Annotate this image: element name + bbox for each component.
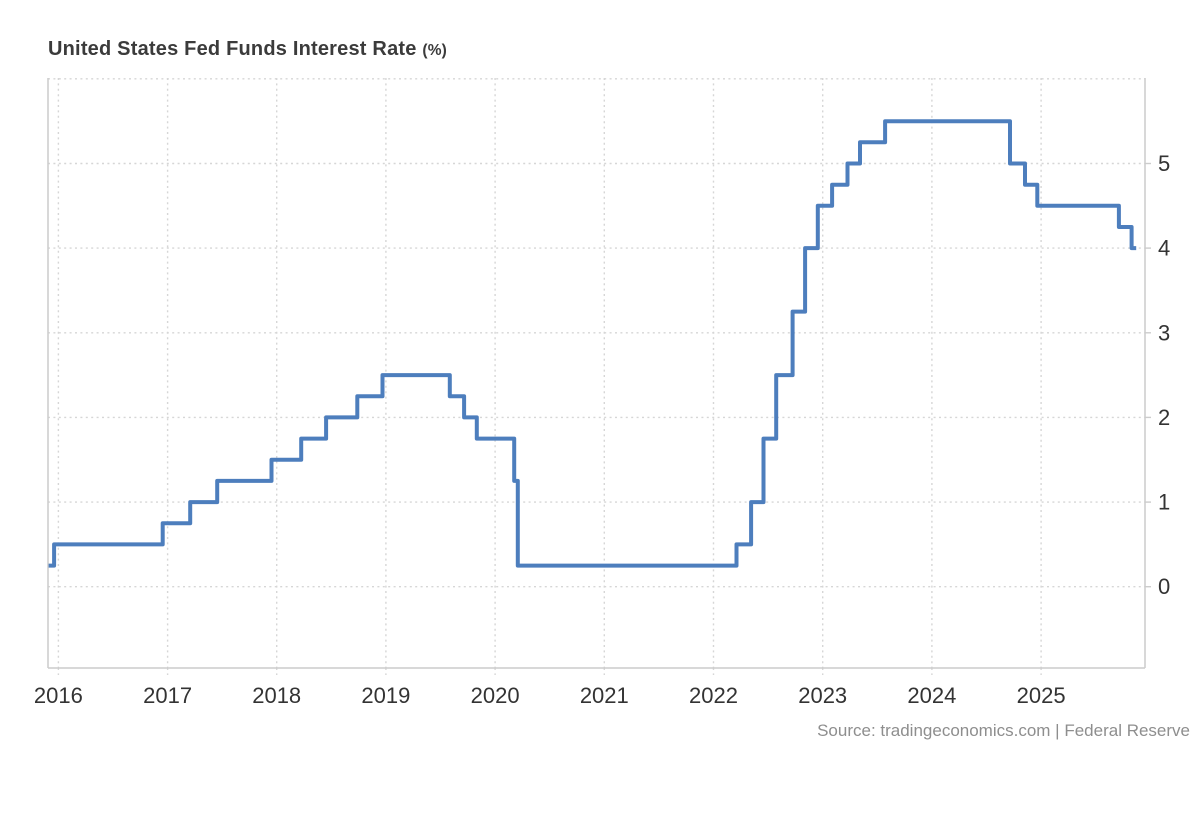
x-axis-label: 2017 — [143, 683, 192, 708]
chart-title-unit: (%) — [422, 42, 448, 59]
x-axis-label: 2021 — [580, 683, 629, 708]
x-axis-label: 2023 — [798, 683, 847, 708]
chart-title: United States Fed Funds Interest Rate (%… — [48, 38, 447, 61]
x-axis-label: 2016 — [34, 683, 83, 708]
y-axis-label: 5 — [1158, 151, 1170, 176]
x-axis-label: 2018 — [252, 683, 301, 708]
x-axis-label: 2019 — [361, 683, 410, 708]
rate-step-line[interactable] — [48, 119, 1137, 568]
x-axis-label: 2025 — [1017, 683, 1066, 708]
y-axis-label: 2 — [1158, 405, 1170, 430]
y-axis-label: 0 — [1158, 574, 1170, 599]
source-attribution: Source: tradingeconomics.com | Federal R… — [817, 721, 1190, 740]
y-axis-label: 4 — [1158, 236, 1170, 261]
x-axis-label: 2024 — [907, 683, 956, 708]
x-axis-label: 2022 — [689, 683, 738, 708]
y-axis-label: 3 — [1158, 320, 1170, 345]
x-axis-label: 2020 — [471, 683, 520, 708]
chart-title-text: United States Fed Funds Interest Rate — [48, 38, 417, 60]
y-axis-label: 1 — [1158, 490, 1170, 515]
